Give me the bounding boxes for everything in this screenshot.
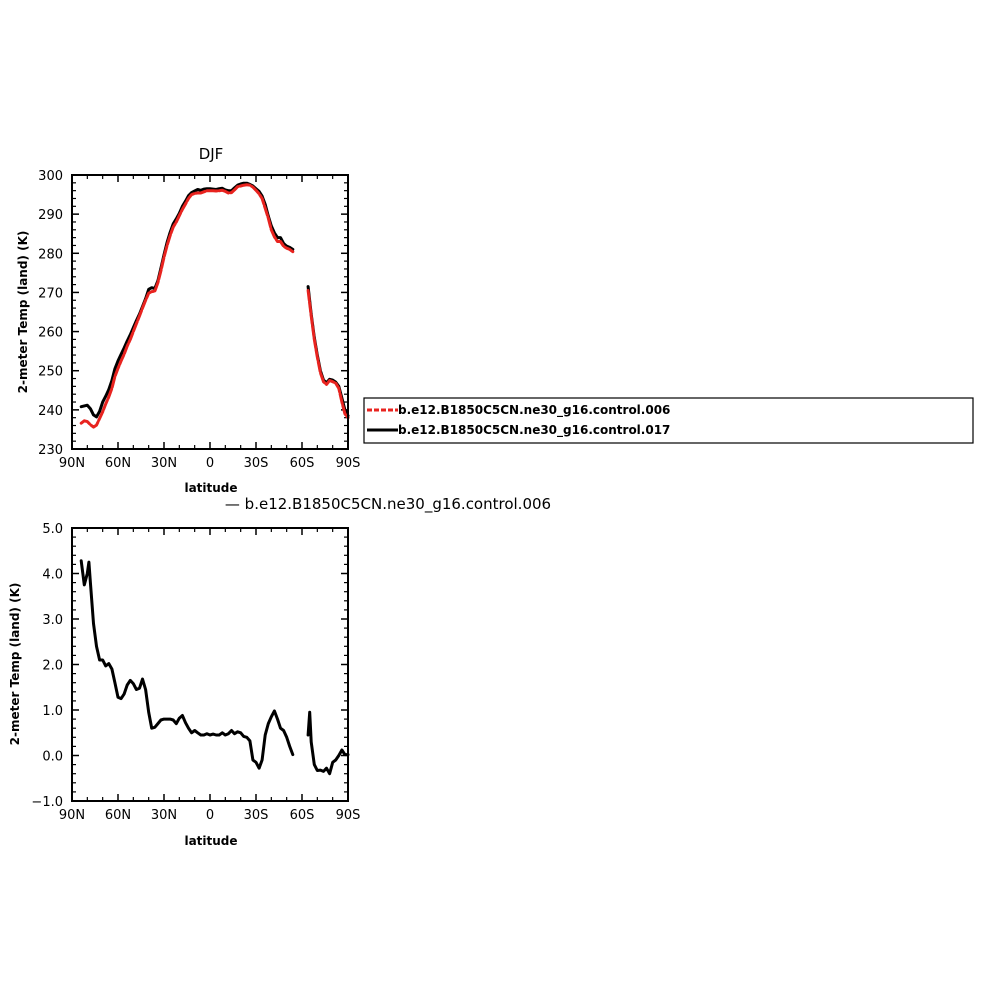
top-chart-frame xyxy=(71,174,349,450)
legend-entry-017: b.e12.B1850C5CN.ne30_g16.control.017 xyxy=(367,423,670,438)
x-tick-label: 90N xyxy=(59,808,85,823)
y-tick-label: 250 xyxy=(38,365,63,380)
bottom-chart-ylabel: 2-meter Temp (land) (K) xyxy=(8,583,22,746)
x-tick-label: 30S xyxy=(244,456,269,471)
top-chart-series xyxy=(79,181,350,429)
y-tick-label: 280 xyxy=(38,247,63,262)
top-chart-title: DJF xyxy=(199,145,224,163)
y-tick-label: 300 xyxy=(38,169,63,184)
y-tick-label: −1.0 xyxy=(31,795,63,810)
top-line-chart: DJF 2-meter Temp (land) (K) latitude 90N… xyxy=(16,145,360,495)
series-line xyxy=(79,183,295,429)
x-tick-label: 90S xyxy=(336,808,361,823)
y-tick-label: 4.0 xyxy=(42,568,63,583)
series-line xyxy=(306,710,350,776)
top-chart-ylabel: 2-meter Temp (land) (K) xyxy=(16,231,30,394)
y-tick-label: 0.0 xyxy=(42,750,63,765)
legend-entry-006: b.e12.B1850C5CN.ne30_g16.control.006 xyxy=(367,403,670,418)
x-tick-label: 60S xyxy=(290,808,315,823)
x-tick-label: 60N xyxy=(105,808,131,823)
legend: b.e12.B1850C5CN.ne30_g16.control.006 b.e… xyxy=(363,397,974,444)
y-tick-label: 290 xyxy=(38,208,63,223)
bottom-chart-title: — b.e12.B1850C5CN.ne30_g16.control.006 xyxy=(225,495,551,514)
bottom-chart-series xyxy=(79,559,350,776)
legend-label-017: b.e12.B1850C5CN.ne30_g16.control.017 xyxy=(398,423,670,438)
x-tick-label: 30N xyxy=(151,808,177,823)
x-tick-label: 30N xyxy=(151,456,177,471)
top-chart-xlabel: latitude xyxy=(184,481,237,495)
x-tick-label: 30S xyxy=(244,808,269,823)
y-tick-label: 260 xyxy=(38,326,63,341)
x-tick-label: 60S xyxy=(290,456,315,471)
legend-box xyxy=(363,397,974,444)
x-tick-label: 90N xyxy=(59,456,85,471)
series-line xyxy=(79,559,295,770)
series-line xyxy=(306,289,350,420)
y-tick-label: 1.0 xyxy=(42,704,63,719)
y-tick-label: 5.0 xyxy=(42,522,63,537)
bottom-chart-frame xyxy=(71,527,349,802)
x-tick-label: 90S xyxy=(336,456,361,471)
bottom-line-chart: — b.e12.B1850C5CN.ne30_g16.control.006 2… xyxy=(8,495,551,848)
y-tick-label: 270 xyxy=(38,286,63,301)
y-tick-label: 2.0 xyxy=(42,659,63,674)
x-tick-label: 60N xyxy=(105,456,131,471)
y-tick-label: 240 xyxy=(38,404,63,419)
legend-label-006: b.e12.B1850C5CN.ne30_g16.control.006 xyxy=(398,403,670,418)
bottom-chart-xlabel: latitude xyxy=(184,834,237,848)
top-chart-ticks: 90N 60N 30N 0 30S 60S 90S 230 240 250 260 270 280 290… xyxy=(38,169,360,471)
x-tick-label: 0 xyxy=(206,456,214,471)
y-tick-label: 230 xyxy=(38,443,63,458)
x-tick-label: 0 xyxy=(206,808,214,823)
y-tick-label: 3.0 xyxy=(42,613,63,628)
